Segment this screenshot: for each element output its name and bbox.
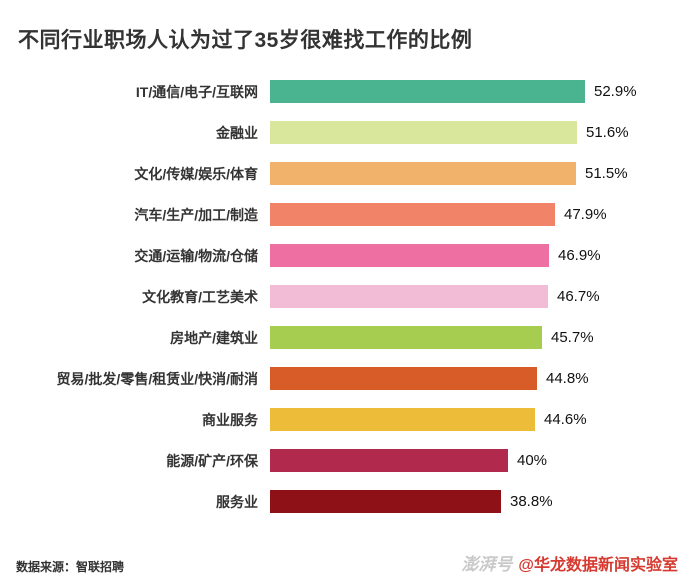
bar-track: 51.5% — [270, 162, 690, 185]
bar-row: 能源/矿产/环保 40% — [0, 449, 690, 472]
bar-track: 52.9% — [270, 80, 690, 103]
value-label: 51.5% — [585, 165, 628, 182]
bar — [270, 285, 548, 308]
watermark-text: @华龙数据新闻实验室 — [518, 557, 678, 574]
category-label: 贸易/批发/零售/租赁业/快消/耐消 — [56, 370, 258, 387]
category-label: 金融业 — [216, 124, 258, 141]
bar-track: 47.9% — [270, 203, 690, 226]
data-source: 数据来源：智联招聘 — [16, 560, 125, 574]
bar-track: 38.8% — [270, 490, 690, 513]
bar-row: 贸易/批发/零售/租赁业/快消/耐消 44.8% — [0, 367, 690, 390]
value-label: 45.7% — [551, 329, 594, 346]
chart-title: 不同行业职场人认为过了35岁很难找工作的比例 — [18, 29, 473, 52]
value-label: 38.8% — [510, 493, 553, 510]
bar-row: 房地产/建筑业 45.7% — [0, 326, 690, 349]
category-label: 文化教育/工艺美术 — [142, 288, 258, 305]
bar-row: 文化/传媒/娱乐/体育 51.5% — [0, 162, 690, 185]
category-label: 文化/传媒/娱乐/体育 — [134, 165, 258, 182]
bar-track: 45.7% — [270, 326, 690, 349]
bar-track: 46.7% — [270, 285, 690, 308]
bar-track: 46.9% — [270, 244, 690, 267]
value-label: 40% — [517, 452, 548, 469]
footer: 数据来源：智联招聘 澎湃号 @华龙数据新闻实验室 — [16, 550, 678, 575]
watermark-logo: 澎湃号 — [461, 555, 513, 574]
bar-row: 交通/运输/物流/仓储 46.9% — [0, 244, 690, 267]
value-label: 52.9% — [594, 83, 637, 100]
bar-track: 44.6% — [270, 408, 690, 431]
bar-track: 44.8% — [270, 367, 690, 390]
category-label: 商业服务 — [202, 411, 258, 428]
bar-chart: IT/通信/电子/互联网 52.9% 金融业 51.6% 文化/传媒/娱乐/体育 51.5… — [0, 80, 690, 513]
bar — [270, 121, 577, 144]
bar-row: 文化教育/工艺美术 46.7% — [0, 285, 690, 308]
value-label: 47.9% — [564, 206, 607, 223]
bar-track: 51.6% — [270, 121, 690, 144]
category-label: 交通/运输/物流/仓储 — [134, 247, 258, 264]
bar — [270, 244, 549, 267]
category-label: 房地产/建筑业 — [170, 329, 258, 346]
bar-row: 商业服务 44.6% — [0, 408, 690, 431]
bar — [270, 449, 508, 472]
category-label: 能源/矿产/环保 — [166, 452, 258, 469]
bar — [270, 326, 542, 349]
bar-row: IT/通信/电子/互联网 52.9% — [0, 80, 690, 103]
bar — [270, 408, 535, 431]
category-label: 服务业 — [216, 493, 258, 510]
bar-row: 金融业 51.6% — [0, 121, 690, 144]
bar — [270, 80, 585, 103]
value-label: 46.9% — [558, 247, 601, 264]
value-label: 44.6% — [544, 411, 587, 428]
value-label: 51.6% — [586, 124, 629, 141]
value-label: 44.8% — [546, 370, 589, 387]
category-label: 汽车/生产/加工/制造 — [134, 206, 258, 223]
category-label: IT/通信/电子/互联网 — [135, 83, 258, 100]
bar-track: 40% — [270, 449, 690, 472]
bar-row: 服务业 38.8% — [0, 490, 690, 513]
bar — [270, 367, 537, 390]
bar — [270, 162, 576, 185]
bar-row: 汽车/生产/加工/制造 47.9% — [0, 203, 690, 226]
value-label: 46.7% — [557, 288, 600, 305]
bar — [270, 490, 501, 513]
bar — [270, 203, 555, 226]
watermark: 澎湃号 @华龙数据新闻实验室 — [461, 550, 678, 575]
